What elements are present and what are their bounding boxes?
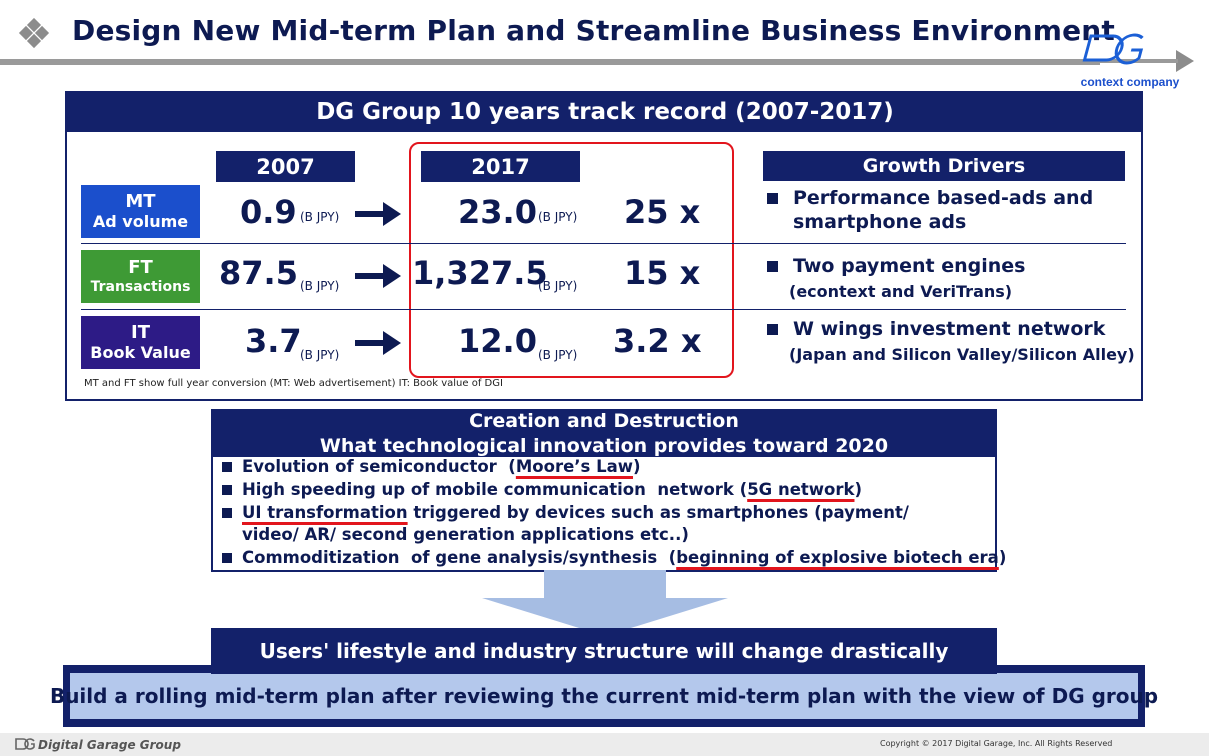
diamond-bullet-icon [18, 18, 50, 49]
square-bullet-icon [767, 324, 778, 335]
mt-value-2007: 0.9 [240, 193, 297, 231]
row-label-sub: Ad volume [92, 211, 189, 231]
track-record-header: DG Group 10 years track record (2007-201… [67, 92, 1143, 132]
innovation-header-line1: Creation and Destruction [469, 410, 739, 432]
track-footnote: MT and FT show full year conversion (MT:… [84, 378, 503, 389]
innovation-header-line2: What technological innovation provides t… [319, 435, 889, 457]
dg-small-logo-icon [15, 738, 35, 750]
ft-multiple: 15 x [624, 254, 701, 292]
innovation-item-text: ) [633, 457, 641, 476]
driver-item: Performance based-ads and [793, 187, 1094, 209]
row-separator [81, 243, 1126, 244]
footer-company-name: Digital Garage Group [38, 738, 181, 752]
ft-unit-2007: (B JPY) [300, 279, 340, 293]
row-label-main: IT [131, 321, 150, 343]
it-unit-2007: (B JPY) [300, 348, 340, 362]
row-label-ft: FT Transactions [81, 250, 200, 303]
innovation-header: Creation and Destruction What technologi… [211, 409, 997, 457]
innovation-highlight: UI transformation [242, 503, 408, 522]
growth-drivers-header: Growth Drivers [763, 151, 1125, 181]
it-multiple: 3.2 x [613, 322, 702, 360]
down-arrow-icon [482, 570, 728, 636]
square-bullet-icon [767, 193, 778, 204]
ft-unit-2017: (B JPY) [538, 279, 578, 293]
right-arrow-icon [355, 202, 401, 226]
square-bullet-icon [767, 261, 778, 272]
title-rule [0, 59, 1100, 65]
driver-item-sub: (econtext and VeriTrans) [789, 282, 1013, 301]
row-label-it: IT Book Value [81, 316, 200, 369]
innovation-item: High speeding up of mobile communication… [242, 479, 862, 501]
row-separator [81, 309, 1126, 310]
innovation-highlight: beginning of explosive biotech era [676, 548, 999, 567]
right-arrow-icon [355, 331, 401, 355]
build-plan-text: Build a rolling mid-term plan after revi… [50, 673, 1158, 719]
innovation-item-text: Evolution of semiconductor ( [242, 457, 516, 476]
copyright-text: Copyright © 2017 Digital Garage, Inc. Al… [880, 739, 1113, 748]
driver-item-line2: smartphone ads [793, 211, 967, 233]
innovation-item-text: Commoditization of gene analysis/synthes… [242, 548, 677, 567]
driver-item: Two payment engines [793, 255, 1026, 277]
innovation-item: Commoditization of gene analysis/synthes… [242, 547, 1006, 569]
row-label-sub: Book Value [90, 342, 191, 362]
mt-unit-2017: (B JPY) [538, 210, 578, 224]
dg-logo-icon: context company [1056, 33, 1194, 89]
square-bullet-icon [222, 485, 232, 495]
square-bullet-icon [222, 508, 232, 518]
square-bullet-icon [222, 462, 232, 472]
footer [0, 733, 1209, 756]
innovation-item-text: ) [998, 548, 1007, 567]
ft-value-2017: 1,327.5 [412, 254, 548, 292]
users-lifestyle-banner: Users' lifestyle and industry structure … [211, 628, 997, 674]
it-value-2017: 12.0 [458, 322, 537, 360]
year-2007-header: 2007 [216, 151, 355, 182]
it-unit-2017: (B JPY) [538, 348, 578, 362]
year-2017-header: 2017 [421, 151, 580, 182]
innovation-item: UI transformation triggered by devices s… [242, 502, 909, 524]
innovation-item-text: ) [854, 480, 863, 499]
mt-multiple: 25 x [624, 193, 701, 231]
row-label-main: MT [125, 190, 156, 212]
innovation-item-line2: video/ AR/ second generation application… [242, 525, 689, 544]
innovation-item-text: High speeding up of mobile communication… [242, 480, 748, 499]
square-bullet-icon [222, 553, 232, 563]
innovation-item: Evolution of semiconductor (Moore’s Law) [242, 456, 641, 478]
innovation-highlight: 5G network [747, 480, 855, 499]
innovation-highlight: Moore’s Law [515, 457, 634, 476]
svg-text:context company: context company [1081, 75, 1180, 89]
row-label-sub: Transactions [90, 278, 191, 295]
innovation-body [213, 457, 995, 570]
mt-value-2017: 23.0 [458, 193, 537, 231]
ft-value-2007: 87.5 [219, 254, 298, 292]
row-label-mt: MT Ad volume [81, 185, 200, 238]
driver-item-sub: (Japan and Silicon Valley/Silicon Alley) [789, 345, 1135, 364]
driver-item: W wings investment network [793, 318, 1106, 340]
innovation-item-text: triggered by devices such as smartphones… [407, 503, 909, 522]
it-value-2007: 3.7 [245, 322, 302, 360]
right-arrow-icon [355, 264, 401, 288]
page-title: Design New Mid-term Plan and Streamline … [72, 14, 1116, 47]
highlight-2017-box [409, 142, 734, 378]
mt-unit-2007: (B JPY) [300, 210, 340, 224]
row-label-main: FT [128, 257, 153, 279]
